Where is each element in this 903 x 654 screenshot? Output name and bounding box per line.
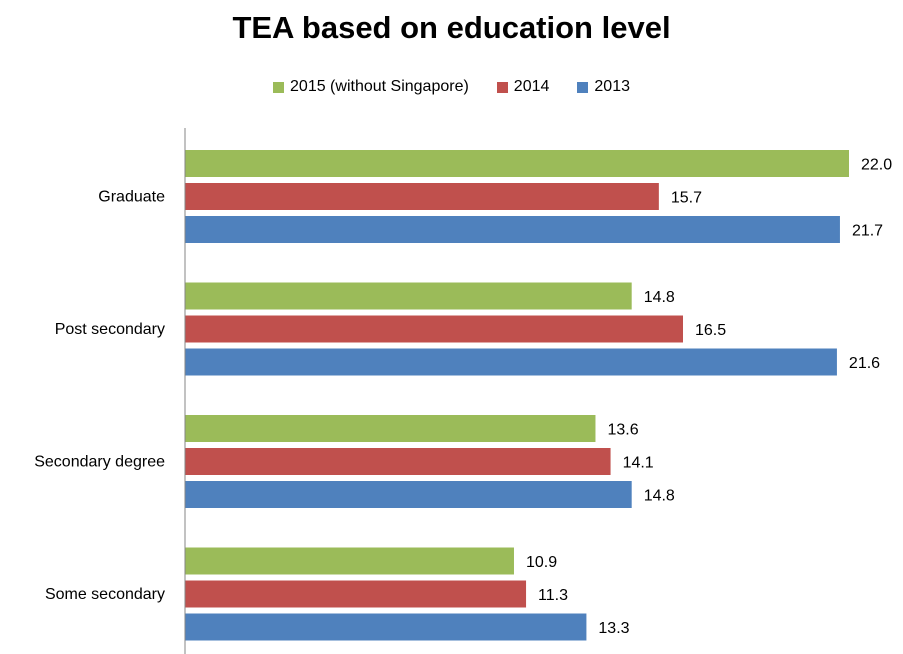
value-label-some-secondary-2013: 13.3 [598,620,629,637]
value-label-post-secondary-2014: 16.5 [695,322,726,339]
bar-secondary-degree-2013 [185,481,632,508]
bar-graduate-2015 [185,150,849,177]
bar-secondary-degree-2015 [185,415,595,442]
bar-some-secondary-2013 [185,614,586,641]
bar-post-secondary-2013 [185,349,837,376]
bar-some-secondary-2014 [185,581,526,608]
category-label-post-secondary: Post secondary [55,321,165,338]
bar-some-secondary-2015 [185,548,514,575]
bar-post-secondary-2014 [185,316,683,343]
category-label-secondary-degree: Secondary degree [34,454,165,471]
value-label-secondary-degree-2015: 13.6 [607,422,638,439]
value-label-secondary-degree-2014: 14.1 [623,455,654,472]
bar-secondary-degree-2014 [185,448,611,475]
value-label-graduate-2014: 15.7 [671,190,702,207]
value-label-some-secondary-2014: 11.3 [538,587,568,604]
category-label-some-secondary: Some secondary [45,586,165,603]
category-label-graduate: Graduate [98,189,165,206]
value-label-post-secondary-2013: 21.6 [849,355,880,372]
bar-post-secondary-2015 [185,283,632,310]
value-label-secondary-degree-2013: 14.8 [644,488,675,505]
bar-graduate-2013 [185,216,840,243]
bar-graduate-2014 [185,183,659,210]
value-label-graduate-2013: 21.7 [852,223,883,240]
value-label-graduate-2015: 22.0 [861,157,892,174]
value-label-some-secondary-2015: 10.9 [526,554,557,571]
value-label-post-secondary-2015: 14.8 [644,289,675,306]
